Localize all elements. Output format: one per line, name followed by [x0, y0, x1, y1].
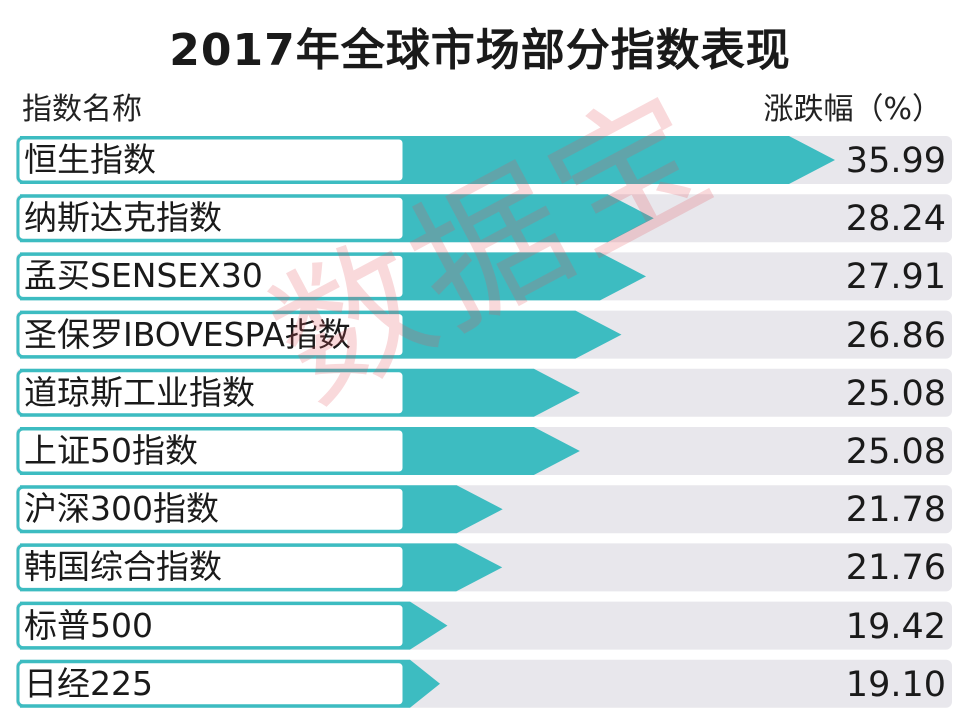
- value-label: 35.99: [845, 141, 946, 181]
- column-header-name: 指数名称: [22, 92, 142, 127]
- value-label: 21.78: [845, 490, 946, 531]
- name-box: [16, 311, 406, 359]
- name-box: [16, 543, 406, 591]
- value-label: 27.91: [845, 257, 946, 298]
- category-label: 纳斯达克指数: [24, 198, 222, 238]
- category-label: 韩国综合指数: [24, 547, 222, 587]
- category-label: 圣保罗IBOVESPA指数: [24, 314, 351, 354]
- name-box: [16, 660, 406, 708]
- value-label: 21.76: [845, 548, 946, 589]
- value-label: 26.86: [845, 315, 946, 356]
- category-label: 上证50指数: [24, 431, 198, 470]
- name-box: [16, 485, 406, 533]
- column-header-change: 涨跌幅（%）: [763, 92, 942, 127]
- value-label: 28.24: [845, 199, 946, 240]
- category-label: 道琼斯工业指数: [24, 372, 255, 412]
- name-box: [16, 194, 406, 242]
- name-box: [16, 602, 406, 650]
- category-label: 标普500: [24, 605, 153, 645]
- name-box: [16, 427, 406, 475]
- name-box: [16, 252, 406, 300]
- category-label: 恒生指数: [24, 140, 156, 179]
- name-box: [16, 369, 406, 417]
- category-label: 孟买SENSEX30: [24, 256, 263, 296]
- value-label: 25.08: [845, 432, 946, 472]
- value-label: 25.08: [845, 373, 946, 414]
- name-box: [16, 136, 406, 184]
- category-label: 沪深300指数: [24, 489, 219, 529]
- value-label: 19.10: [845, 664, 946, 705]
- chart-title: 2017年全球市场部分指数表现: [169, 25, 791, 76]
- category-label: 日经225: [24, 663, 153, 703]
- value-label: 19.42: [845, 606, 946, 647]
